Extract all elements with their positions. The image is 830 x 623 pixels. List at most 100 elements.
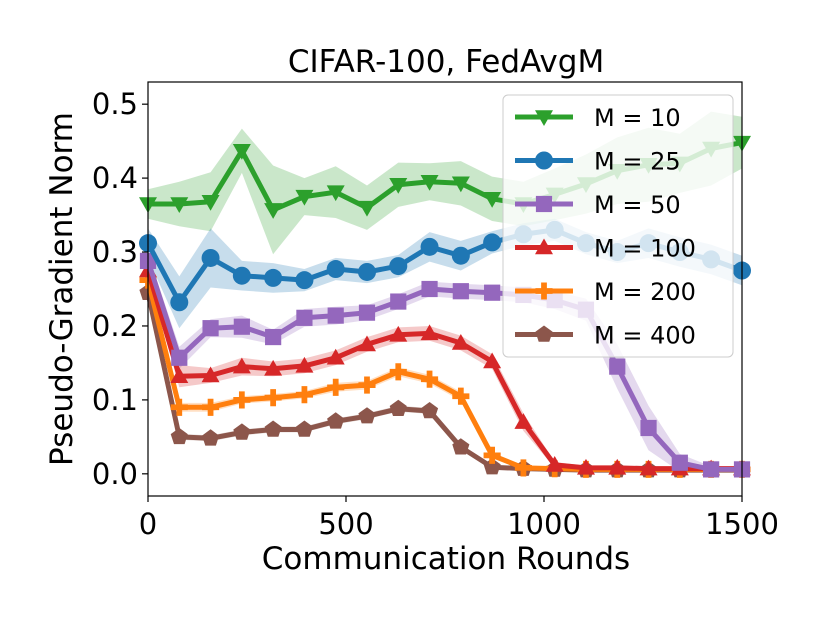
point-m-100	[389, 325, 408, 342]
point-m-25	[295, 271, 314, 290]
y-tick-label: 0.3	[92, 235, 138, 269]
point-m-200	[170, 398, 188, 416]
y-tick-label: 0.5	[92, 87, 138, 121]
y-axis-label: Pseudo-Gradient Norm	[44, 112, 80, 466]
legend: M = 10 M = 25 M = 50 M = 100 M = 200 M = 400	[502, 94, 734, 358]
point-m-25	[170, 293, 189, 312]
point-m-50	[358, 304, 376, 321]
point-m-100	[420, 324, 439, 341]
point-m-25	[483, 233, 502, 252]
point-m-200	[452, 387, 470, 405]
point-m-400	[452, 438, 470, 455]
legend-label: M = 100	[594, 235, 696, 263]
legend-marker	[535, 195, 553, 213]
point-m-50	[484, 284, 501, 301]
point-m-25	[264, 268, 283, 287]
point-m-100	[483, 352, 502, 369]
point-m-200	[295, 386, 313, 404]
x-tick-label: 1000	[507, 507, 581, 541]
point-m-10	[232, 144, 251, 160]
point-m-400	[233, 423, 251, 440]
point-m-100	[451, 333, 470, 350]
point-m-100	[576, 458, 595, 475]
point-m-25	[357, 262, 376, 281]
point-m-50	[202, 320, 219, 337]
point-m-10	[170, 197, 189, 213]
point-m-50	[265, 328, 282, 346]
x-axis-label: Communication Rounds	[262, 541, 630, 577]
point-m-200	[358, 376, 376, 394]
point-m-25	[201, 248, 220, 267]
point-m-100	[264, 359, 283, 376]
point-m-400	[295, 420, 313, 437]
point-m-50	[703, 461, 720, 478]
chart-title: CIFAR-100, FedAvgM	[288, 44, 604, 80]
legend-item-m-200: M = 200	[515, 278, 696, 306]
point-m-100	[201, 366, 220, 383]
point-m-25	[420, 237, 439, 256]
y-tick-label: 0.2	[92, 309, 138, 343]
point-m-50	[233, 318, 250, 335]
point-m-100	[639, 459, 658, 476]
legend-item-m-100: M = 100	[515, 235, 696, 263]
point-m-50	[640, 419, 657, 437]
legend-item-m-25: M = 25	[515, 148, 681, 176]
point-m-200	[233, 391, 251, 409]
point-m-100	[608, 458, 627, 475]
point-m-100	[295, 356, 314, 373]
point-m-25	[326, 260, 345, 279]
point-m-25	[232, 266, 251, 285]
legend-marker	[535, 282, 553, 300]
point-m-10	[451, 176, 470, 193]
y-tick-label: 0.1	[92, 383, 138, 417]
legend-item-m-400: M = 400	[515, 322, 696, 350]
point-m-50	[171, 349, 188, 366]
point-m-10	[420, 175, 439, 191]
point-m-100	[545, 455, 564, 472]
point-m-10	[326, 185, 345, 202]
point-m-50	[327, 307, 344, 324]
point-m-400	[327, 412, 345, 429]
legend-label: M = 50	[594, 191, 681, 219]
point-m-10	[357, 200, 376, 217]
point-m-400	[264, 420, 282, 437]
point-m-10	[389, 178, 408, 194]
point-m-400	[202, 429, 220, 446]
point-m-10	[295, 189, 314, 206]
point-m-25	[451, 246, 470, 265]
x-tick-label: 1500	[705, 507, 779, 541]
plot-frame	[147, 81, 743, 497]
y-tick-label: 0.4	[92, 161, 138, 195]
point-m-50	[296, 309, 313, 326]
legend-item-m-50: M = 50	[515, 191, 681, 219]
point-m-400	[358, 407, 376, 424]
point-m-50	[421, 280, 438, 298]
point-m-100	[170, 367, 189, 383]
legend-marker	[535, 238, 553, 255]
legend-marker	[535, 110, 553, 126]
point-m-50	[452, 283, 469, 300]
point-m-25	[389, 257, 408, 276]
series-m-400	[139, 283, 751, 478]
point-m-100	[232, 357, 251, 374]
point-m-50	[609, 358, 626, 375]
legend-item-m-10: M = 10	[515, 104, 681, 132]
point-m-200	[514, 459, 532, 477]
point-m-100	[357, 335, 376, 352]
legend-marker	[535, 325, 553, 342]
point-m-200	[421, 370, 439, 388]
point-m-400	[389, 399, 407, 416]
legend-marker	[535, 151, 553, 170]
point-m-50	[390, 293, 407, 310]
legend-label: M = 25	[594, 148, 681, 176]
point-m-200	[389, 363, 407, 381]
legend-label: M = 400	[594, 322, 696, 350]
x-tick-label: 0	[139, 507, 157, 541]
axis-ticks: 0 500 1000 1500 0.0 0.1 0.2 0.3 0.4 0.5	[92, 87, 779, 541]
legend-box	[502, 94, 734, 358]
point-m-100	[326, 348, 345, 365]
legend-label: M = 10	[594, 104, 681, 132]
x-tick-label: 500	[318, 507, 373, 541]
point-m-400	[421, 402, 439, 419]
